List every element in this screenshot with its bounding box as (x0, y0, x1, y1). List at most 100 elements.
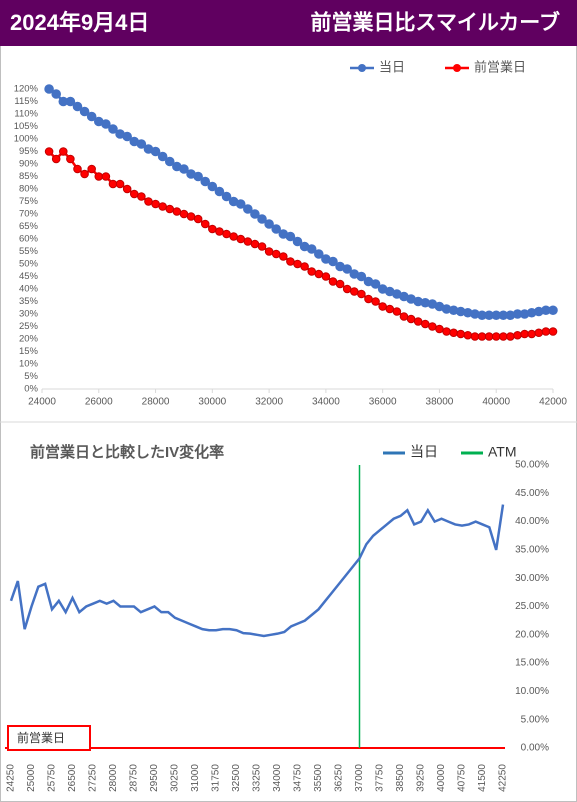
series-marker (257, 242, 267, 251)
series-marker (534, 328, 544, 338)
x-tick-label: 24250 (6, 764, 17, 792)
series-marker (250, 209, 260, 219)
series-marker (58, 147, 68, 156)
series-marker (306, 244, 317, 254)
legend-label: 前営業日 (474, 59, 526, 74)
series-marker (80, 169, 89, 179)
x-tick-label: 29500 (149, 764, 160, 792)
series-marker (137, 192, 146, 201)
y-tick-label: 10% (19, 359, 39, 370)
series-marker (72, 101, 83, 112)
series-marker (94, 172, 104, 181)
y-tick-label: 40% (19, 284, 39, 295)
x-tick-label: 25750 (47, 764, 58, 792)
x-tick-label: 27250 (88, 764, 99, 792)
y-tick-label: 60% (19, 234, 39, 245)
series-marker (506, 332, 515, 341)
series-marker (342, 284, 352, 294)
y-tick-label: 55% (19, 246, 39, 257)
y-tick-label: 20.00% (515, 629, 549, 640)
y-tick-label: 10.00% (515, 686, 549, 697)
x-tick-label: 31000 (190, 764, 201, 792)
series-marker (257, 214, 267, 224)
x-tick-label: 31750 (211, 764, 222, 792)
header-date: 2024年9月4日 (10, 10, 149, 35)
series-marker (151, 199, 160, 209)
series-marker (392, 307, 402, 316)
series-marker (236, 234, 246, 244)
legend-label: 当日 (410, 444, 438, 460)
series-marker (172, 207, 182, 216)
x-tick-label: 36250 (334, 764, 345, 792)
series-marker (179, 209, 189, 219)
series-marker (541, 327, 551, 336)
x-tick-label: 42000 (539, 397, 567, 408)
x-tick-label: 40000 (482, 397, 510, 408)
series-marker (300, 262, 309, 271)
y-tick-label: 70% (19, 209, 39, 220)
x-tick-label: 34750 (293, 764, 304, 792)
series-marker (207, 181, 218, 192)
baseline-label-box (7, 725, 91, 751)
x-tick-label: 30000 (198, 397, 226, 408)
series-marker (66, 154, 75, 164)
series-marker (385, 304, 395, 314)
x-tick-label: 38000 (426, 397, 454, 408)
series-marker (335, 279, 345, 289)
series-marker (179, 164, 189, 174)
series-marker (208, 224, 217, 234)
y-tick-label: 40.00% (515, 516, 549, 527)
series-marker (356, 271, 367, 282)
y-tick-label: 5% (24, 371, 38, 382)
y-tick-label: 35% (19, 296, 39, 307)
series-marker (484, 332, 494, 341)
series-marker (342, 264, 352, 274)
y-tick-label: 25.00% (515, 601, 549, 612)
y-tick-label: 100% (14, 134, 39, 145)
y-tick-label: 0.00% (521, 743, 549, 754)
series-marker (158, 202, 167, 211)
series-marker (357, 289, 366, 299)
series-marker (157, 151, 168, 162)
series-marker (314, 269, 324, 279)
y-tick-label: 115% (14, 96, 38, 107)
series-marker (101, 119, 111, 129)
x-tick-label: 25000 (26, 764, 37, 792)
series-marker (442, 327, 451, 336)
x-tick-label: 41500 (477, 764, 488, 792)
series-marker (115, 179, 125, 189)
x-tick-label: 26000 (85, 397, 113, 408)
series-marker (193, 214, 203, 224)
y-tick-label: 20% (19, 334, 39, 345)
series-marker (370, 279, 381, 289)
series-marker (313, 249, 324, 259)
series-marker (108, 124, 118, 134)
series-marker (229, 232, 238, 241)
series-marker (150, 146, 161, 157)
series-marker (87, 164, 96, 174)
series-marker (243, 204, 253, 214)
series-marker (221, 191, 232, 202)
series-marker (470, 332, 480, 341)
series-marker (428, 322, 437, 331)
series-marker (101, 172, 111, 181)
x-tick-label: 37750 (375, 764, 386, 792)
y-tick-label: 50.00% (515, 460, 549, 471)
series-marker (51, 154, 61, 164)
series-marker (399, 312, 409, 321)
series-marker (79, 106, 90, 117)
series-marker (413, 317, 423, 326)
series-marker (108, 179, 118, 189)
series-marker (200, 176, 211, 187)
series-marker (406, 314, 416, 324)
series-marker (328, 277, 338, 286)
series-marker (477, 332, 487, 341)
x-tick-label: 40750 (457, 764, 468, 792)
y-tick-label: 25% (19, 321, 39, 332)
y-tick-label: 45.00% (515, 488, 549, 499)
y-tick-label: 45% (19, 271, 39, 282)
series-marker (193, 171, 203, 182)
x-tick-label: 30250 (170, 764, 181, 792)
y-tick-label: 15% (19, 346, 39, 357)
